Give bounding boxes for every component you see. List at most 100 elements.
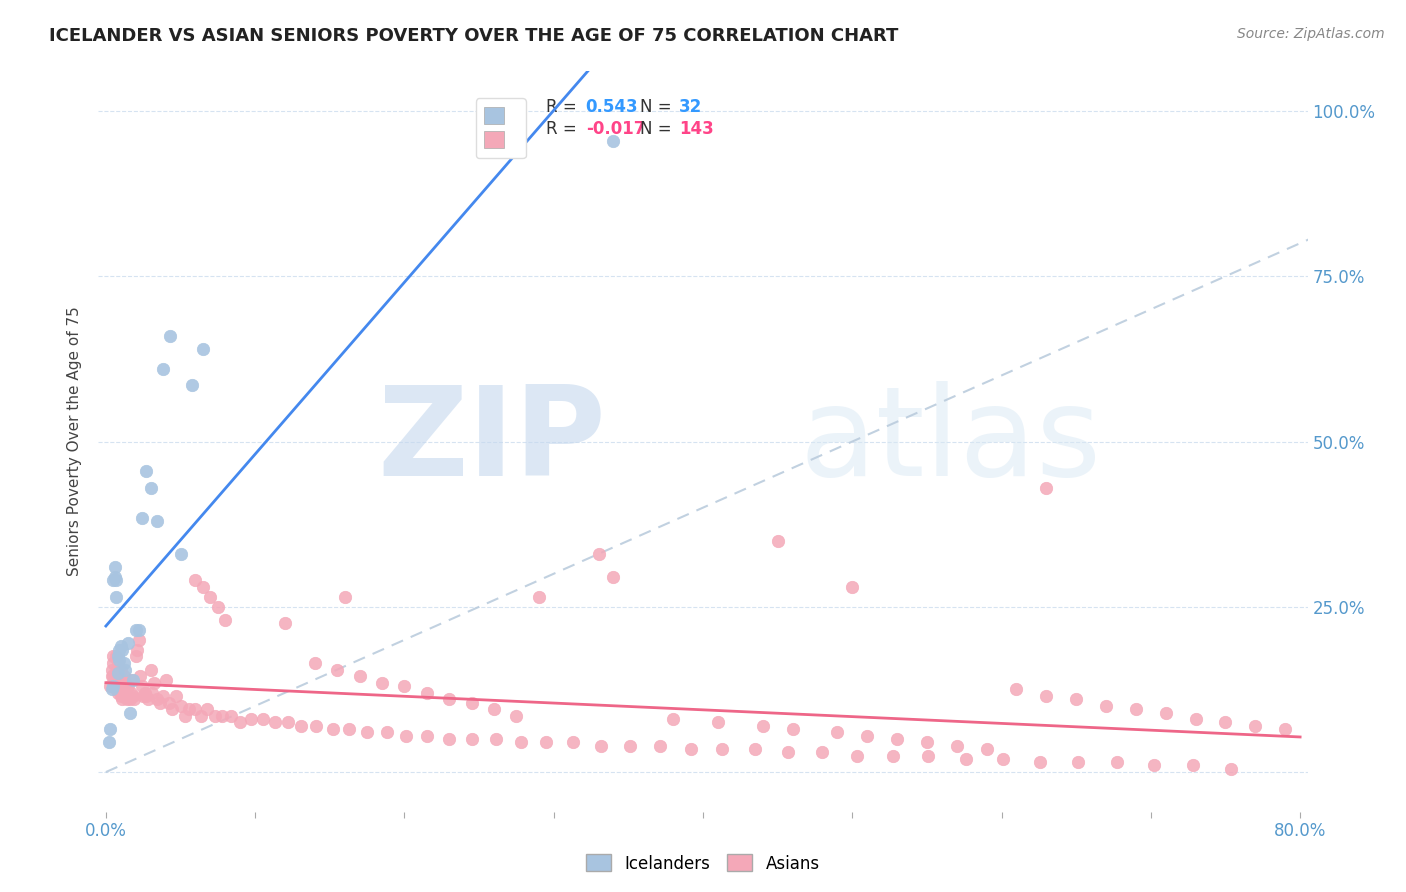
Point xyxy=(782,722,804,736)
Point xyxy=(155,673,177,687)
Point xyxy=(1095,698,1118,713)
Point xyxy=(207,599,229,614)
Point xyxy=(766,533,789,548)
Point xyxy=(239,712,262,726)
Point xyxy=(1274,722,1296,736)
Point xyxy=(1066,755,1088,769)
Text: 32: 32 xyxy=(679,98,702,116)
Point xyxy=(110,663,132,677)
Point xyxy=(211,709,233,723)
Y-axis label: Seniors Poverty Over the Age of 75: Seniors Poverty Over the Age of 75 xyxy=(67,307,83,576)
Point xyxy=(707,715,730,730)
Point xyxy=(955,752,977,766)
Point xyxy=(591,739,613,753)
Point xyxy=(101,669,124,683)
Point xyxy=(117,689,139,703)
Text: N =: N = xyxy=(640,98,672,116)
Point xyxy=(1035,481,1057,495)
Point xyxy=(139,481,162,495)
Point xyxy=(107,665,129,680)
Point xyxy=(112,686,135,700)
Point xyxy=(107,673,129,687)
Point xyxy=(128,632,150,647)
Point xyxy=(103,679,125,693)
Point xyxy=(142,675,165,690)
Point xyxy=(169,547,191,561)
Point xyxy=(648,739,671,753)
Point xyxy=(527,590,550,604)
Point xyxy=(120,686,142,700)
Point xyxy=(117,679,139,693)
Point xyxy=(145,692,167,706)
Text: 0.543: 0.543 xyxy=(586,98,638,116)
Point xyxy=(165,689,187,703)
Point xyxy=(326,663,349,677)
Point xyxy=(107,656,129,670)
Point xyxy=(159,328,181,343)
Point xyxy=(184,574,207,588)
Point xyxy=(274,616,297,631)
Text: ICELANDER VS ASIAN SENIORS POVERTY OVER THE AGE OF 75 CORRELATION CHART: ICELANDER VS ASIAN SENIORS POVERTY OVER … xyxy=(49,27,898,45)
Point xyxy=(108,642,131,657)
Point xyxy=(101,663,124,677)
Point xyxy=(337,722,360,736)
Point xyxy=(1244,719,1267,733)
Point xyxy=(101,682,124,697)
Point xyxy=(263,715,285,730)
Point xyxy=(602,570,624,584)
Point xyxy=(105,669,128,683)
Point xyxy=(103,649,125,664)
Point xyxy=(108,653,131,667)
Point xyxy=(117,636,139,650)
Point xyxy=(371,675,394,690)
Text: R =: R = xyxy=(546,98,576,116)
Point xyxy=(416,729,439,743)
Point xyxy=(915,735,938,749)
Point xyxy=(105,590,128,604)
Point xyxy=(105,682,128,697)
Point xyxy=(304,656,326,670)
Point xyxy=(110,679,132,693)
Point xyxy=(181,378,204,392)
Point xyxy=(1220,762,1243,776)
Point xyxy=(1005,682,1028,697)
Point xyxy=(191,580,214,594)
Point xyxy=(103,669,125,683)
Point xyxy=(662,712,685,726)
Point xyxy=(98,722,121,736)
Point xyxy=(104,665,127,680)
Point xyxy=(128,623,150,637)
Point xyxy=(125,649,148,664)
Point xyxy=(121,673,143,687)
Point xyxy=(129,669,152,683)
Text: 143: 143 xyxy=(679,120,714,138)
Point xyxy=(1105,755,1128,769)
Point xyxy=(190,709,212,723)
Point xyxy=(416,686,439,700)
Point xyxy=(112,656,135,670)
Point xyxy=(204,709,226,723)
Point xyxy=(1184,712,1206,726)
Point xyxy=(111,642,134,657)
Point xyxy=(1064,692,1087,706)
Point xyxy=(484,731,506,746)
Point xyxy=(145,514,167,528)
Point xyxy=(681,742,703,756)
Point xyxy=(811,745,834,759)
Point xyxy=(214,613,236,627)
Point xyxy=(108,669,131,683)
Point xyxy=(104,560,127,574)
Point xyxy=(149,696,172,710)
Point xyxy=(118,706,141,720)
Point xyxy=(1143,758,1166,772)
Point xyxy=(160,702,183,716)
Point xyxy=(778,745,800,759)
Point xyxy=(103,656,125,670)
Point xyxy=(375,725,398,739)
Point xyxy=(118,692,141,706)
Point xyxy=(104,570,127,584)
Point xyxy=(322,722,344,736)
Point xyxy=(252,712,274,726)
Point xyxy=(439,731,461,746)
Point xyxy=(197,702,219,716)
